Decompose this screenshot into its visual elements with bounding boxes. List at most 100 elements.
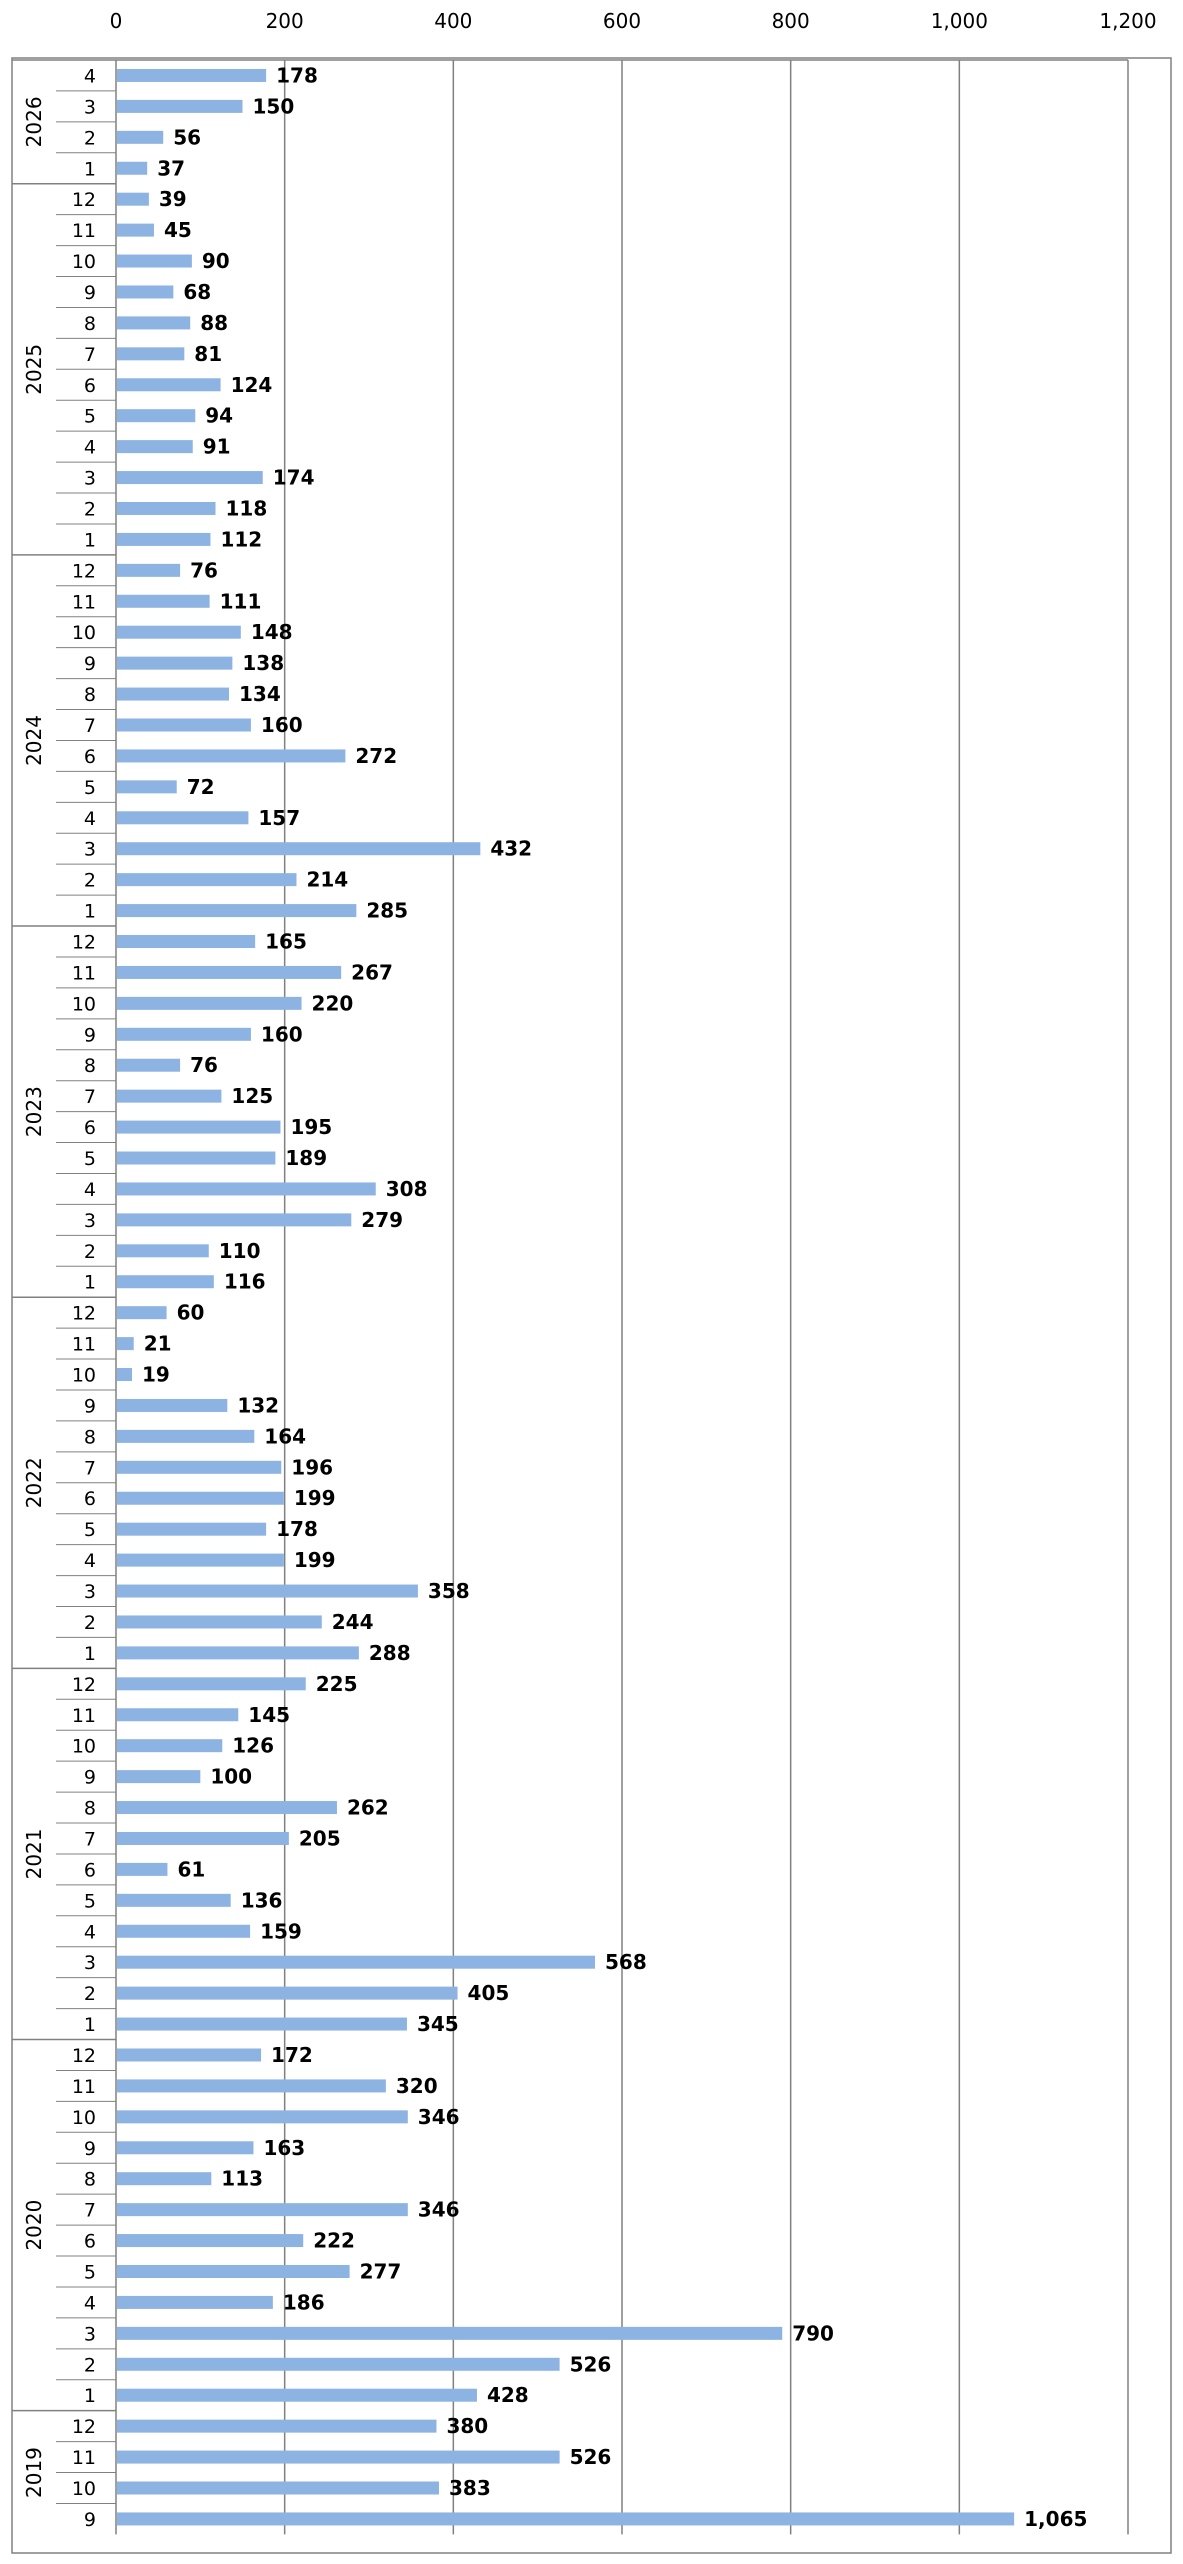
bar-2024-4 — [117, 811, 249, 825]
x-tick-label: 200 — [266, 9, 304, 33]
month-label: 3 — [84, 96, 96, 118]
data-label: 195 — [290, 1115, 332, 1139]
bar-2020-2 — [117, 2357, 560, 2371]
bar-2024-8 — [117, 687, 230, 701]
data-label: 199 — [294, 1486, 336, 1510]
month-label: 9 — [84, 1767, 96, 1789]
month-label: 11 — [72, 962, 96, 984]
data-label: 346 — [418, 2105, 460, 2129]
month-label: 4 — [84, 2292, 96, 2314]
month-label: 11 — [72, 2076, 96, 2098]
month-label: 5 — [84, 1519, 96, 1541]
data-label: 21 — [144, 1332, 172, 1356]
bar-2026-3 — [117, 99, 243, 113]
bar-2022-12 — [117, 1306, 167, 1320]
data-label: 358 — [428, 1579, 470, 1603]
month-label: 4 — [84, 65, 96, 87]
bar-2022-3 — [117, 1584, 418, 1598]
bar-2026-4 — [117, 68, 267, 82]
year-label: 2025 — [22, 344, 46, 395]
data-label: 205 — [299, 1826, 341, 1850]
month-label: 9 — [84, 653, 96, 675]
data-label: 220 — [312, 991, 354, 1015]
month-label: 2 — [84, 127, 96, 149]
bar-2022-6 — [117, 1491, 284, 1505]
data-label: 118 — [226, 496, 268, 520]
month-label: 9 — [84, 2509, 96, 2531]
month-label: 11 — [72, 1705, 96, 1727]
data-label: 790 — [792, 2321, 834, 2345]
bar-2022-4 — [117, 1553, 284, 1567]
month-label: 9 — [84, 1024, 96, 1046]
month-label: 10 — [72, 1736, 96, 1758]
month-label: 8 — [84, 1055, 96, 1077]
month-label: 3 — [84, 839, 96, 861]
year-label: 2020 — [22, 2200, 46, 2251]
bar-2020-8 — [117, 2172, 212, 2186]
bar-2023-8 — [117, 1058, 181, 1072]
data-label: 148 — [251, 620, 293, 644]
data-label: 267 — [351, 960, 393, 984]
month-label: 6 — [84, 1859, 96, 1881]
data-label: 165 — [265, 930, 307, 954]
bar-2021-2 — [117, 1986, 458, 2000]
bar-2020-5 — [117, 2264, 350, 2278]
month-label: 10 — [72, 1365, 96, 1387]
month-label: 2 — [84, 1241, 96, 1263]
data-label: 90 — [202, 249, 230, 273]
data-label: 244 — [332, 1610, 374, 1634]
year-label: 2024 — [22, 715, 46, 766]
data-label: 91 — [203, 435, 231, 459]
month-label: 12 — [72, 1303, 96, 1325]
month-label: 4 — [84, 1921, 96, 1943]
month-label: 2 — [84, 498, 96, 520]
data-label: 279 — [361, 1208, 403, 1232]
bar-2025-3 — [117, 471, 263, 485]
bar-2024-1 — [117, 904, 357, 918]
month-label: 11 — [72, 220, 96, 242]
data-label: 285 — [366, 899, 408, 923]
data-label: 81 — [194, 342, 222, 366]
data-label: 94 — [205, 404, 233, 428]
month-label: 4 — [84, 1550, 96, 1572]
data-label: 160 — [261, 713, 303, 737]
data-label: 60 — [177, 1301, 205, 1325]
data-label: 111 — [220, 589, 262, 613]
bar-2026-2 — [117, 130, 164, 144]
bar-2023-1 — [117, 1275, 214, 1289]
month-label: 6 — [84, 746, 96, 768]
month-label: 10 — [72, 993, 96, 1015]
month-label: 2 — [84, 870, 96, 892]
bar-2024-12 — [117, 563, 181, 577]
bar-2022-7 — [117, 1460, 282, 1474]
bar-2023-3 — [117, 1213, 352, 1227]
data-label: 132 — [237, 1393, 279, 1417]
data-label: 116 — [224, 1270, 266, 1294]
month-label: 1 — [84, 1643, 96, 1665]
data-label: 45 — [164, 218, 192, 242]
data-label: 72 — [187, 775, 215, 799]
month-label: 4 — [84, 437, 96, 459]
data-label: 345 — [417, 2012, 459, 2036]
chart-outer-frame — [11, 57, 1172, 2554]
data-label: 88 — [200, 311, 228, 335]
data-label: 126 — [232, 1734, 274, 1758]
bar-2023-2 — [117, 1244, 209, 1258]
data-label: 189 — [285, 1146, 327, 1170]
data-label: 526 — [570, 2445, 612, 2469]
bar-2022-5 — [117, 1522, 267, 1536]
bar-2025-1 — [117, 532, 211, 546]
bar-2020-11 — [117, 2079, 386, 2093]
bar-2020-6 — [117, 2234, 304, 2248]
bar-2025-8 — [117, 316, 191, 330]
month-label: 6 — [84, 1488, 96, 1510]
bar-2021-9 — [117, 1770, 201, 1784]
bar-2025-12 — [117, 192, 149, 206]
month-label: 8 — [84, 1798, 96, 1820]
bar-2021-11 — [117, 1708, 239, 1722]
data-label: 125 — [231, 1084, 273, 1108]
bar-2025-7 — [117, 347, 185, 361]
data-label: 272 — [355, 744, 397, 768]
data-label: 145 — [248, 1703, 290, 1727]
bar-2024-9 — [117, 656, 233, 670]
